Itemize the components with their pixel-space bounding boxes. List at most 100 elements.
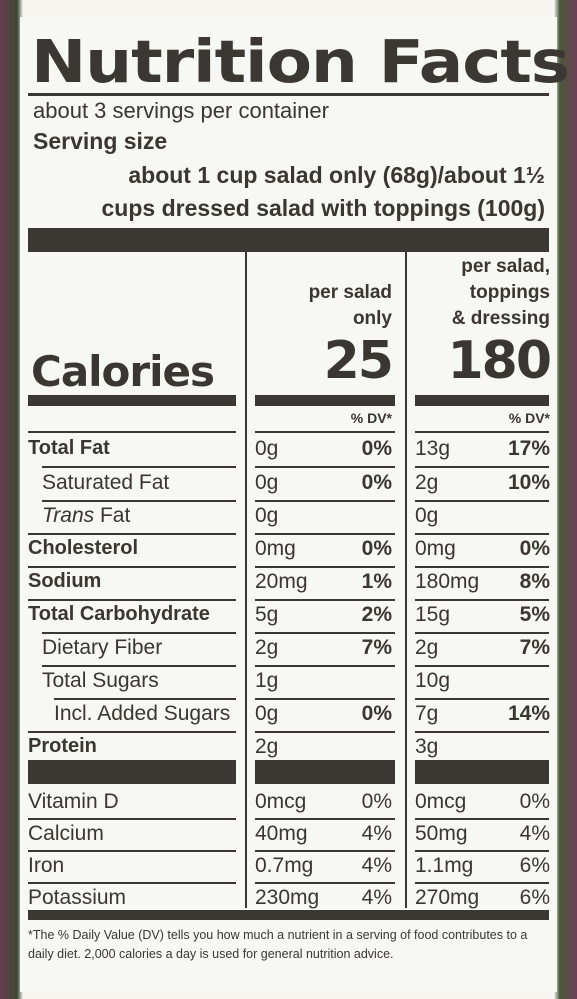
col2-daily-value: 8%	[519, 570, 550, 593]
row-rule	[42, 665, 236, 667]
row-rule	[415, 698, 549, 700]
row-rule	[415, 533, 549, 535]
thick-divider-vitamins-left	[28, 760, 236, 784]
col2-daily-value: 14%	[507, 702, 550, 725]
row-rule	[28, 882, 236, 884]
col1-daily-value: 0%	[361, 702, 392, 725]
col1-amount: 0mcg	[255, 790, 307, 813]
col1-calories: 25	[323, 331, 394, 391]
daily-value-footnote: *The % Daily Value (DV) tells you how mu…	[28, 928, 528, 961]
servings-per-container: about 3 servings per container	[33, 98, 329, 123]
row-rule	[415, 599, 549, 601]
col1-amount: 0g	[255, 702, 279, 725]
row-rule	[255, 850, 395, 852]
col1-header-line1: per salad	[308, 282, 392, 303]
row-rule	[415, 431, 549, 433]
thick-divider-top	[28, 228, 549, 252]
row-rule	[28, 850, 236, 852]
col1-daily-value: 0%	[361, 437, 392, 460]
col1-amount: 20mg	[255, 570, 308, 593]
col2-header-line3: & dressing	[451, 308, 550, 329]
row-rule	[255, 882, 395, 884]
row-rule	[42, 466, 236, 468]
col2-daily-value: 6%	[519, 854, 550, 877]
nutrient-name: Cholesterol	[28, 537, 139, 559]
row-rule	[415, 665, 549, 667]
col2-amount: 13g	[415, 437, 451, 460]
col1-header-line2: only	[352, 308, 392, 329]
col2-daily-value: 17%	[507, 437, 550, 460]
thick-divider-vitamins-col2	[415, 760, 549, 784]
row-rule	[255, 665, 395, 667]
col2-amount: 2g	[415, 636, 439, 659]
col1-daily-value: 4%	[361, 854, 392, 877]
vitamin-name: Potassium	[28, 886, 127, 909]
row-rule	[415, 466, 549, 468]
row-rule	[415, 632, 549, 634]
row-rule	[255, 500, 395, 502]
nutrition-facts-label: Nutrition Facts about 3 servings per con…	[20, 17, 570, 992]
nutrient-name-suffix: Fat	[94, 504, 131, 527]
thick-divider-vitamins-col1	[255, 760, 395, 784]
column-divider-2	[405, 252, 407, 908]
row-rule	[255, 431, 395, 433]
nutrient-name: Incl. Added Sugars	[54, 702, 231, 725]
col1-amount: 0g	[255, 504, 279, 527]
row-rule	[415, 882, 549, 884]
col1-daily-value: 0%	[361, 537, 392, 560]
calories-rule-col2	[415, 395, 549, 406]
col2-daily-value: 5%	[519, 603, 550, 626]
col1-daily-value: 4%	[361, 822, 392, 845]
row-rule	[415, 566, 549, 568]
title-rule	[28, 93, 549, 96]
label-title: Nutrition Facts	[31, 27, 570, 96]
col2-daily-value: 0%	[519, 790, 550, 813]
thick-divider-bottom	[28, 910, 549, 920]
col1-amount: 0g	[255, 437, 279, 460]
vitamin-name: Calcium	[28, 822, 104, 845]
row-rule	[255, 466, 395, 468]
col2-header-line1: per salad,	[461, 256, 550, 277]
col1-daily-value: 0%	[361, 790, 392, 813]
row-rule	[28, 533, 236, 535]
row-rule	[28, 431, 236, 433]
row-rule	[54, 698, 236, 700]
col2-amount: 2g	[415, 471, 439, 494]
nutrient-name: Trans Fat	[42, 504, 130, 528]
calories-label: Calories	[31, 347, 215, 396]
col2-daily-value: 0%	[519, 537, 550, 560]
col2-amount: 0mg	[415, 537, 456, 560]
row-rule	[28, 599, 236, 601]
vitamin-name: Iron	[28, 854, 65, 877]
col2-dv-header: % DV*	[508, 410, 550, 426]
row-rule	[415, 850, 549, 852]
col2-amount: 0g	[415, 504, 439, 527]
col1-daily-value: 0%	[361, 471, 392, 494]
col1-amount: 2g	[255, 735, 279, 758]
col1-daily-value: 1%	[361, 570, 392, 593]
col1-amount: 0mg	[255, 537, 296, 560]
row-rule	[255, 698, 395, 700]
nutrient-name: Total Sugars	[42, 669, 159, 692]
row-rule	[255, 632, 395, 634]
col1-daily-value: 4%	[361, 886, 392, 909]
row-rule	[255, 818, 395, 820]
col2-daily-value: 4%	[519, 822, 550, 845]
col2-amount: 15g	[415, 603, 451, 626]
col2-amount: 50mg	[415, 822, 468, 845]
col2-amount: 1.1mg	[415, 854, 474, 877]
row-rule	[415, 731, 549, 733]
col1-amount: 5g	[255, 603, 279, 626]
col2-daily-value: 10%	[507, 471, 550, 494]
col2-amount: 0mcg	[415, 790, 467, 813]
nutrient-name: Protein	[28, 735, 97, 757]
nutrient-name: Saturated Fat	[42, 471, 170, 494]
col2-amount: 10g	[415, 669, 451, 692]
row-rule	[255, 533, 395, 535]
col2-header-line2: toppings	[469, 282, 550, 303]
row-rule	[28, 731, 236, 733]
col1-amount: 0.7mg	[255, 854, 314, 877]
col2-amount: 7g	[415, 702, 439, 725]
row-rule	[415, 818, 549, 820]
col2-amount: 3g	[415, 735, 439, 758]
